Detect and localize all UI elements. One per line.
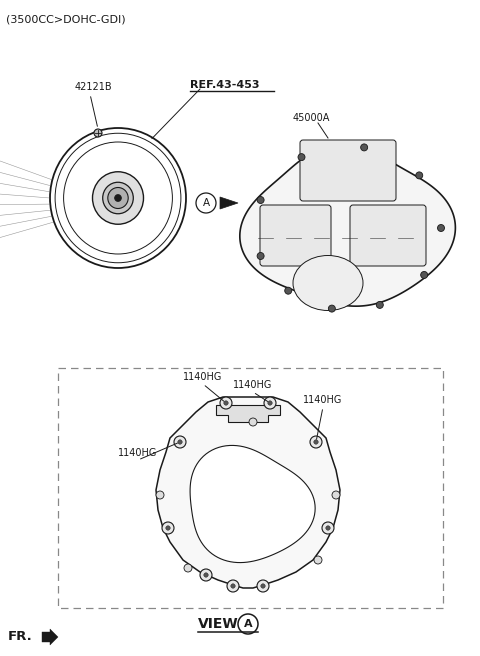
Text: A: A — [244, 619, 252, 629]
Circle shape — [257, 580, 269, 592]
Circle shape — [204, 573, 208, 577]
Circle shape — [322, 522, 334, 534]
Ellipse shape — [115, 194, 121, 201]
Circle shape — [200, 569, 212, 581]
Polygon shape — [220, 197, 238, 209]
Circle shape — [261, 584, 265, 588]
FancyBboxPatch shape — [260, 205, 331, 266]
Circle shape — [328, 305, 336, 312]
Circle shape — [257, 253, 264, 260]
Circle shape — [268, 401, 272, 405]
Circle shape — [332, 491, 340, 499]
Circle shape — [231, 584, 235, 588]
Text: 1140HG: 1140HG — [303, 395, 342, 405]
Circle shape — [166, 526, 170, 530]
Text: A: A — [203, 198, 210, 208]
Circle shape — [416, 172, 423, 179]
Ellipse shape — [103, 182, 133, 214]
Text: 1140HG: 1140HG — [183, 372, 222, 382]
Ellipse shape — [293, 255, 363, 310]
FancyBboxPatch shape — [350, 205, 426, 266]
Circle shape — [437, 224, 444, 232]
Ellipse shape — [93, 172, 144, 224]
Circle shape — [376, 301, 384, 308]
Circle shape — [257, 197, 264, 203]
Circle shape — [184, 564, 192, 572]
Text: 42121B: 42121B — [75, 82, 113, 92]
Text: 45000A: 45000A — [293, 113, 330, 123]
Polygon shape — [156, 397, 340, 588]
Circle shape — [314, 440, 318, 444]
Circle shape — [174, 436, 186, 448]
Text: (3500CC>DOHC-GDI): (3500CC>DOHC-GDI) — [6, 14, 126, 24]
Circle shape — [310, 436, 322, 448]
Circle shape — [326, 526, 330, 530]
FancyBboxPatch shape — [300, 140, 396, 201]
Text: REF.43-453: REF.43-453 — [190, 80, 260, 90]
Circle shape — [156, 491, 164, 499]
Ellipse shape — [108, 188, 128, 209]
Circle shape — [220, 397, 232, 409]
Polygon shape — [240, 145, 456, 306]
Circle shape — [420, 272, 428, 278]
Circle shape — [314, 556, 322, 564]
Circle shape — [360, 144, 368, 151]
Circle shape — [249, 418, 257, 426]
Text: VIEW: VIEW — [198, 617, 239, 631]
Circle shape — [285, 287, 292, 294]
Ellipse shape — [94, 129, 102, 137]
Text: 1140HG: 1140HG — [233, 380, 272, 390]
Polygon shape — [42, 629, 58, 645]
Circle shape — [224, 401, 228, 405]
Text: 1140HG: 1140HG — [118, 448, 157, 458]
Circle shape — [298, 154, 305, 161]
Polygon shape — [190, 445, 315, 563]
Text: FR.: FR. — [8, 630, 33, 644]
Circle shape — [162, 522, 174, 534]
Circle shape — [178, 440, 182, 444]
Polygon shape — [216, 405, 280, 422]
Circle shape — [264, 397, 276, 409]
Circle shape — [227, 580, 239, 592]
Bar — [58, 368, 443, 608]
